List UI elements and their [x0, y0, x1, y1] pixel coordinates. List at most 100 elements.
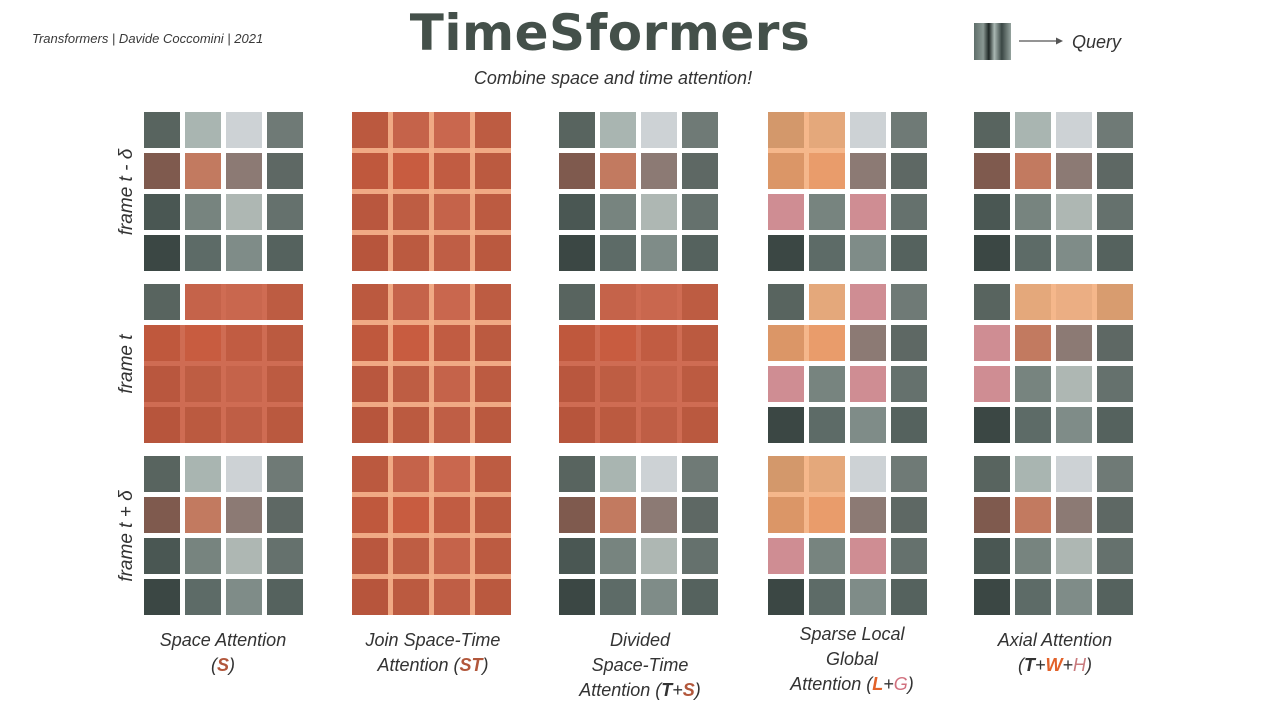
grid-gap — [352, 574, 511, 579]
caption-text: ( — [210, 655, 217, 675]
video-patch — [600, 235, 636, 271]
attention-region — [144, 325, 303, 443]
video-patch — [641, 538, 677, 574]
video-patch — [185, 497, 221, 533]
video-patch — [809, 538, 845, 574]
video-patch — [559, 194, 595, 230]
video-patch — [850, 407, 886, 443]
caption-text: Global — [825, 649, 879, 669]
frame-patch-grid — [974, 284, 1135, 445]
video-patch — [144, 497, 180, 533]
local-attention-region — [768, 325, 845, 361]
video-patch — [559, 538, 595, 574]
video-patch — [559, 497, 595, 533]
caption-sparse-local-global: Sparse Local Global Attention (L+G) — [757, 622, 947, 697]
video-patch — [974, 538, 1010, 574]
video-patch — [1056, 325, 1092, 361]
video-patch — [891, 538, 927, 574]
local-attention-region — [768, 456, 845, 533]
video-patch — [1015, 194, 1051, 230]
frame-patch-grid — [352, 456, 513, 617]
video-patch — [185, 112, 221, 148]
video-patch — [850, 325, 886, 361]
video-patch — [768, 366, 804, 402]
local-attention-region — [809, 284, 845, 320]
video-patch — [1056, 235, 1092, 271]
video-patch — [1015, 407, 1051, 443]
video-patch — [891, 407, 927, 443]
video-patch — [891, 579, 927, 615]
video-patch — [226, 538, 262, 574]
caption-text: Axial Attention — [997, 630, 1113, 650]
video-patch — [1015, 235, 1051, 271]
video-patch — [185, 538, 221, 574]
video-patch — [1097, 579, 1133, 615]
caption-text: Sparse Local — [799, 624, 905, 644]
video-patch — [1015, 497, 1051, 533]
video-patch — [600, 456, 636, 492]
video-patch — [850, 284, 886, 320]
video-patch — [850, 153, 886, 189]
video-patch — [974, 579, 1010, 615]
caption-symbol: T — [661, 680, 673, 700]
caption-text: Divided — [609, 630, 671, 650]
caption-text: Space-Time — [591, 655, 689, 675]
caption-line: Attention (L+G) — [757, 672, 947, 697]
video-patch — [1056, 497, 1092, 533]
video-patch — [682, 112, 718, 148]
caption-text: ) — [482, 655, 489, 675]
video-patch — [809, 579, 845, 615]
frame-patch-grid — [352, 112, 513, 273]
video-patch — [768, 407, 804, 443]
caption-symbol: S — [216, 655, 229, 675]
caption-divided-space-time: Divided Space-Time Attention (T+S) — [545, 628, 735, 703]
video-patch — [267, 153, 303, 189]
video-patch — [974, 366, 1010, 402]
caption-text: Space Attention — [159, 630, 287, 650]
caption-text: Join Space-Time — [365, 630, 501, 650]
frame-patch-grid — [768, 112, 929, 273]
video-patch — [1097, 497, 1133, 533]
video-patch — [641, 112, 677, 148]
frame-patch-grid — [768, 456, 929, 617]
video-patch — [974, 153, 1010, 189]
video-patch — [768, 284, 804, 320]
video-patch — [974, 112, 1010, 148]
video-patch — [226, 194, 262, 230]
video-patch — [185, 235, 221, 271]
video-patch — [850, 456, 886, 492]
video-patch — [891, 235, 927, 271]
video-patch — [267, 497, 303, 533]
video-patch — [850, 194, 886, 230]
video-patch — [641, 497, 677, 533]
video-patch — [641, 456, 677, 492]
video-patch — [1015, 366, 1051, 402]
caption-text: ) — [694, 680, 701, 700]
video-patch — [144, 194, 180, 230]
frame-patch-grid — [144, 112, 305, 273]
video-patch — [850, 579, 886, 615]
video-patch — [891, 497, 927, 533]
video-patch — [1097, 235, 1133, 271]
video-patch — [682, 456, 718, 492]
video-patch — [1097, 153, 1133, 189]
video-patch — [1056, 579, 1092, 615]
frame-patch-grid — [144, 456, 305, 617]
video-patch — [559, 153, 595, 189]
video-patch — [226, 579, 262, 615]
grid-gap — [352, 361, 511, 366]
video-patch — [1097, 366, 1133, 402]
video-patch — [226, 112, 262, 148]
caption-line: Space Attention — [128, 628, 318, 653]
video-patch — [559, 235, 595, 271]
caption-text: + — [883, 674, 894, 694]
video-patch — [1097, 112, 1133, 148]
video-patch — [226, 235, 262, 271]
caption-line: Divided — [545, 628, 735, 653]
caption-text: Attention ( — [377, 655, 460, 675]
video-patch — [185, 456, 221, 492]
query-patch — [1015, 325, 1051, 361]
video-patch — [850, 538, 886, 574]
video-patch — [267, 235, 303, 271]
grid-gap — [352, 230, 511, 235]
